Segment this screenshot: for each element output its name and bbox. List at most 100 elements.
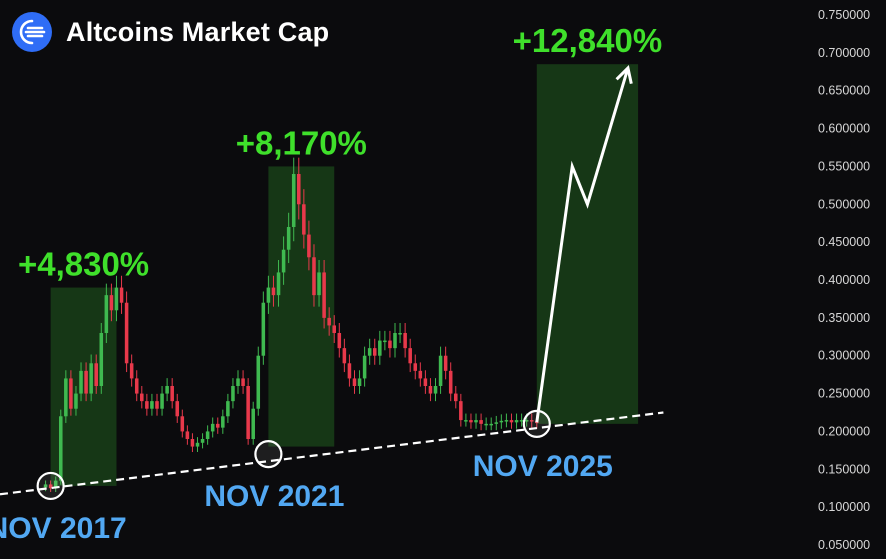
candle-body (180, 416, 185, 432)
candle-body (221, 416, 225, 428)
candle-body (53, 480, 58, 489)
candle-body (408, 348, 412, 364)
candle-body (84, 370, 88, 394)
gain-label-2: +8,170% (236, 124, 367, 161)
candle-body (124, 302, 129, 364)
candle-body (479, 420, 483, 424)
candle-body (241, 378, 245, 386)
y-tick-label: 0.650000 (818, 84, 870, 98)
y-tick-label: 0.200000 (818, 424, 870, 438)
candle-body (459, 401, 463, 421)
support-trendline (0, 411, 664, 496)
candle-body (155, 401, 159, 409)
candle-body (58, 416, 63, 481)
candle-body (393, 333, 397, 349)
y-tick-label: 0.450000 (818, 235, 870, 249)
candle-body (205, 431, 210, 439)
candle-body (464, 420, 468, 422)
y-tick-label: 0.100000 (818, 500, 870, 514)
candle-body (327, 317, 331, 326)
candle-body (443, 355, 448, 371)
candle-body (266, 287, 271, 303)
candle-body (140, 393, 144, 402)
projection-layer (535, 65, 633, 423)
candle-body (342, 348, 347, 364)
candle-body (74, 393, 78, 409)
candle-body (286, 227, 291, 250)
candle-body (378, 340, 382, 356)
candle-body (297, 174, 301, 205)
candle-body (43, 484, 48, 488)
candle-body (69, 378, 73, 409)
candle-body (99, 333, 104, 386)
candle-body (281, 249, 286, 273)
candle-body (114, 287, 119, 311)
candle-body (347, 363, 352, 379)
chart-title: Altcoins Market Cap (66, 16, 330, 47)
candle-body (119, 287, 124, 303)
date-label-1: NOV 2017 (0, 512, 127, 545)
candle-body (226, 401, 230, 417)
gain-label-1: +4,830% (18, 246, 149, 283)
candle-body (48, 484, 53, 489)
highlight-zones (50, 64, 639, 486)
candle-body (256, 355, 261, 409)
y-tick-label: 0.550000 (818, 159, 870, 173)
y-tick-label: 0.150000 (818, 462, 870, 476)
candle-body (246, 386, 250, 439)
candle-body (291, 174, 296, 227)
candle-body (317, 272, 321, 296)
candle-body (509, 420, 514, 423)
candle-body (302, 204, 306, 235)
y-tick-label: 0.300000 (818, 349, 870, 363)
candle-body (307, 234, 311, 258)
candle-body (403, 333, 407, 349)
candle-body (484, 423, 488, 426)
y-tick-label: 0.350000 (818, 311, 870, 325)
candle-body (372, 348, 377, 356)
candle-body (519, 420, 524, 422)
candle-body (499, 420, 504, 423)
candle-body (200, 439, 205, 443)
candle-body (271, 287, 276, 296)
candle-body (494, 422, 499, 424)
markers-layer (36, 409, 551, 501)
candle-body (165, 386, 169, 394)
candle-body (418, 370, 423, 379)
candle-body (332, 325, 337, 333)
date-label-2: NOV 2021 (204, 480, 344, 513)
candle-body (190, 439, 195, 447)
candle-body (104, 295, 109, 333)
candle-body (195, 442, 200, 447)
candle-body (504, 420, 509, 422)
date-label-3: NOV 2025 (473, 450, 613, 483)
y-tick-label: 0.050000 (818, 538, 870, 552)
candle-body (236, 378, 240, 386)
candle-body (388, 340, 392, 349)
candle-body (474, 420, 478, 423)
candle-body (428, 386, 433, 394)
bottom-marker-3 (522, 409, 551, 438)
candle-body (489, 423, 493, 426)
candle-body (469, 420, 473, 423)
candle-body (175, 401, 180, 417)
candle-body (89, 363, 93, 394)
y-tick-label: 0.500000 (818, 197, 870, 211)
candle-body (514, 420, 519, 423)
trendline-layer (0, 411, 664, 496)
y-axis: 0.750000 0.700000 0.650000 0.600000 0.550000… (818, 8, 870, 552)
candle-body (453, 393, 458, 402)
projection-arrowhead (615, 65, 633, 84)
candle-body (433, 386, 438, 394)
candle-body (261, 302, 266, 356)
highlight-zone-3 (536, 64, 639, 424)
candle-body (362, 355, 367, 379)
candle-body (170, 386, 174, 402)
candle-body (312, 257, 316, 296)
candle-body (215, 423, 220, 428)
candle-body (438, 355, 443, 386)
y-tick-label: 0.250000 (818, 387, 870, 401)
bottom-marker-2 (254, 440, 283, 469)
candle-body (448, 370, 453, 394)
